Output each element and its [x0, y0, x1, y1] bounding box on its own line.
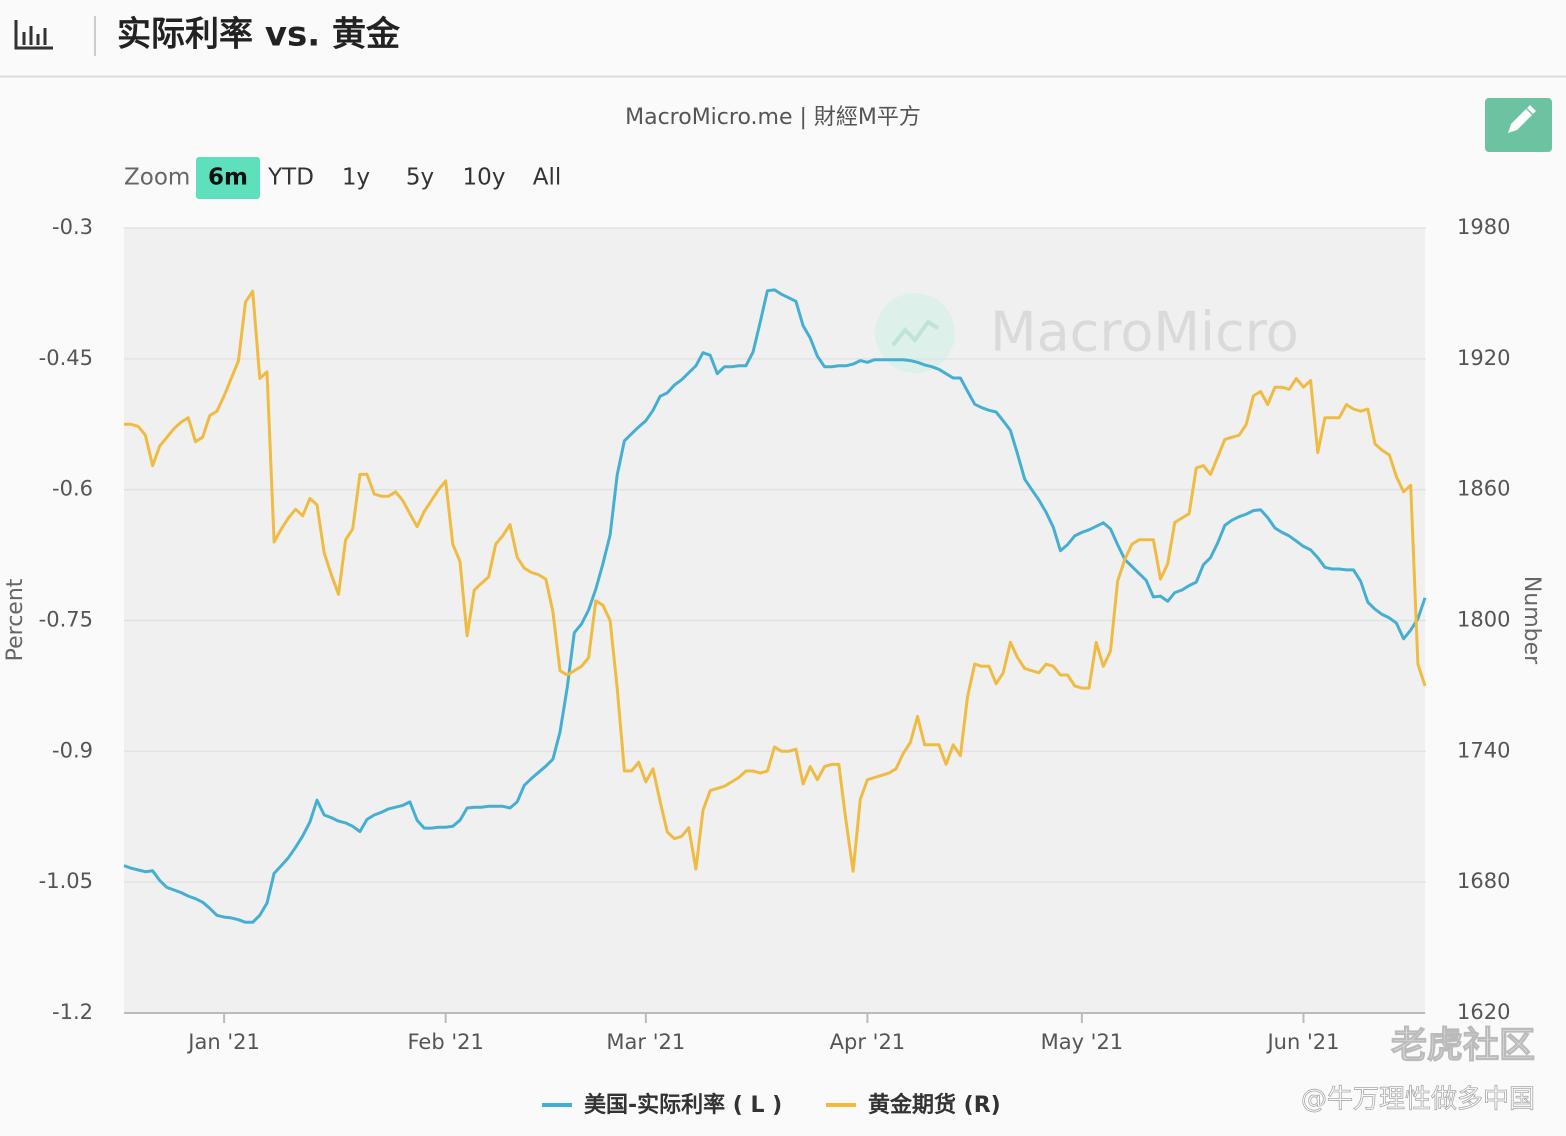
zoom-button-bg: [196, 157, 260, 199]
x-tick-label: Mar '21: [606, 1030, 685, 1054]
y2-tick-label: 1980: [1457, 215, 1510, 239]
zoom-option: 6m: [208, 165, 248, 191]
watermark: MacroMicro: [990, 301, 1299, 364]
zoom-option: YTD: [267, 165, 314, 191]
x-tick-label: May '21: [1041, 1030, 1124, 1054]
zoom-label: Zoom: [124, 165, 190, 191]
y2-tick-label: 1620: [1457, 1000, 1510, 1024]
y-tick-label: -0.45: [39, 346, 93, 370]
series-line: [123, 288, 1427, 924]
x-tick-label: Feb '21: [407, 1030, 483, 1054]
zoom-option: All: [533, 165, 562, 191]
y2-tick-label: 1860: [1457, 477, 1510, 501]
y2-axis-title: Number: [1519, 576, 1544, 665]
legend-item[interactable]: 美国-实际利率 ( L ): [542, 1092, 782, 1118]
zoom-button[interactable]: 10y: [463, 165, 506, 191]
zoom-button[interactable]: 1y: [342, 165, 370, 191]
series-line: [124, 289, 1427, 873]
y-tick-label: -0.6: [52, 477, 93, 501]
chart-icon: [14, 20, 53, 50]
zoom-group: 6m YTD 1y 5y 10y All: [196, 157, 561, 199]
y2-tick-label: 1800: [1457, 608, 1510, 632]
y2-tick-label: 1920: [1457, 346, 1510, 370]
zoom-button[interactable]: 6m: [196, 157, 260, 199]
zoom-option: 5y: [406, 165, 434, 191]
y-tick-label: -1.05: [39, 869, 93, 893]
x-tick-label: Apr '21: [830, 1030, 906, 1054]
watermark-logo: [875, 293, 955, 373]
plot: -1.2 -1.05 -0.9 -0.75 -0.6 -0.45 -0.3 1620 1680 1…: [39, 215, 1511, 1054]
y2-tick-label: 1680: [1457, 869, 1510, 893]
x-tick-label: Jan '21: [186, 1030, 260, 1054]
y-axis-title: Percent: [3, 578, 28, 661]
y2-tick-label: 1740: [1457, 738, 1510, 762]
legend-label: 美国-实际利率 ( L ): [584, 1092, 782, 1118]
y-tick-label: -1.2: [52, 1000, 93, 1024]
corner-watermark: 老虎社区: [1391, 1025, 1535, 1066]
zoom-button[interactable]: 5y: [406, 165, 434, 191]
x-tick-label: Jun '21: [1265, 1030, 1339, 1054]
zoom-option: 10y: [463, 165, 506, 191]
page-title: 实际利率 vs. 黄金: [117, 15, 401, 55]
legend: 美国-实际利率 ( L ) 黄金期货 (R): [542, 1092, 1001, 1118]
edit-button[interactable]: [1485, 98, 1552, 152]
zoom-option: 1y: [342, 165, 370, 191]
legend-label: 黄金期货 (R): [868, 1092, 1001, 1118]
zoom-button[interactable]: YTD: [267, 165, 314, 191]
chart-credit: MacroMicro.me | 財經M平方: [625, 105, 921, 130]
y-tick-label: -0.3: [52, 215, 93, 239]
header-bar: [0, 0, 1566, 76]
legend-item[interactable]: 黄金期货 (R): [826, 1092, 1001, 1118]
author-watermark: @牛万理性做多中国: [1301, 1085, 1535, 1115]
y-tick-label: -0.75: [39, 608, 93, 632]
y-tick-label: -0.9: [52, 738, 93, 762]
zoom-button[interactable]: All: [533, 165, 562, 191]
